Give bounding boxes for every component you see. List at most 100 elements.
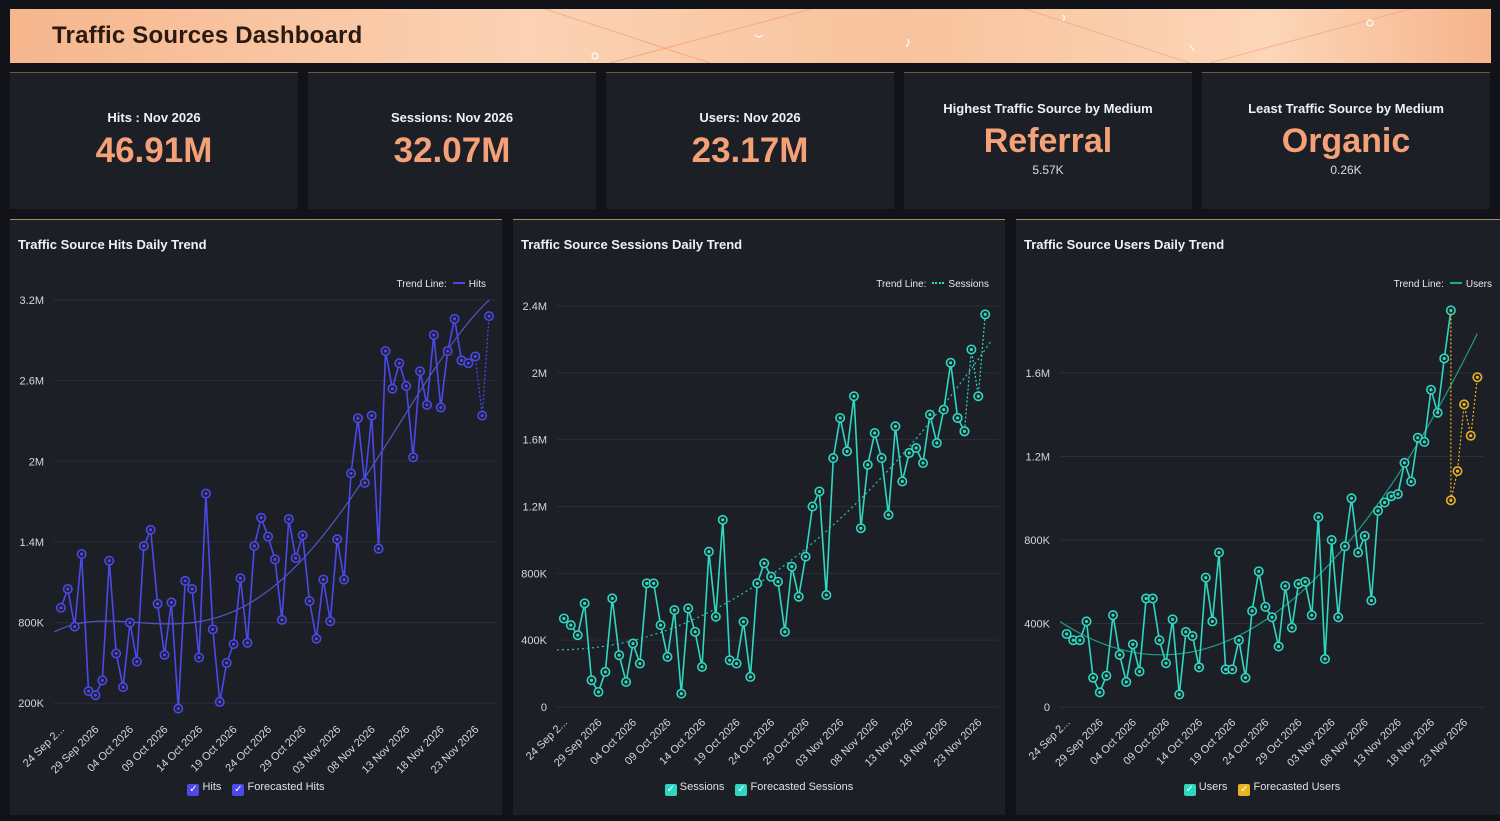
legend-item-forecasted-sessions[interactable]: ✓ Forecasted Sessions (735, 781, 853, 796)
trend-line-label: Trend Line: (1393, 279, 1444, 290)
data-point-center (983, 312, 987, 316)
checkbox-icon[interactable]: ✓ (1183, 784, 1196, 796)
data-point-center (155, 602, 160, 606)
data-point-center (135, 659, 139, 664)
data-point-center (1303, 580, 1307, 584)
data-point-center (1389, 494, 1393, 498)
data-point-center (873, 431, 877, 435)
data-point-center (879, 456, 884, 460)
data-point-center (363, 481, 367, 485)
data-point-center (845, 449, 849, 453)
data-point-center (921, 461, 925, 465)
data-point-center (686, 606, 690, 611)
data-point-center (1237, 638, 1241, 642)
y-tick-label: 1.6M (523, 435, 547, 447)
data-point-center (942, 407, 946, 412)
legend-label: Forecasted Hits (247, 781, 325, 793)
legend-item-sessions[interactable]: ✓ Sessions (664, 781, 724, 796)
data-point-center (1296, 582, 1301, 586)
data-point-center (252, 544, 256, 548)
data-point-center (1151, 596, 1155, 601)
data-point-center (356, 416, 360, 420)
data-point-center (1111, 613, 1115, 617)
data-point-center (1316, 515, 1320, 519)
data-point-center (432, 333, 436, 337)
data-point-center (1071, 638, 1075, 642)
y-tick-label: 1.6M (1026, 368, 1050, 380)
trend-line-legend[interactable]: Trend Line: Users (1394, 279, 1492, 290)
legend-item-forecasted-hits[interactable]: ✓ Forecasted Hits (232, 781, 325, 796)
data-point-center (886, 513, 891, 517)
trend-swatch-icon (932, 281, 945, 284)
data-point-center (790, 565, 794, 569)
data-point-center (741, 620, 746, 624)
data-point-center (176, 707, 180, 711)
checkbox-icon[interactable]: ✓ (735, 784, 748, 796)
y-tick-label: 400K (1024, 619, 1050, 631)
data-point-center (755, 581, 759, 585)
chart-title: Traffic Source Sessions Daily Trend (521, 237, 743, 252)
data-point-center (1343, 544, 1347, 548)
data-point-center (734, 661, 739, 666)
data-point-center (969, 347, 973, 352)
data-point-center (73, 625, 77, 629)
data-point-center (1416, 436, 1420, 440)
data-point-center (707, 550, 711, 554)
y-tick-label: 800K (18, 618, 44, 630)
hits-trend-panel: Traffic Source Hits Daily Trend Trend Li… (10, 219, 502, 815)
data-point-center (425, 403, 429, 407)
checkbox-icon[interactable]: ✓ (664, 784, 677, 796)
legend-item-users[interactable]: ✓ Users (1183, 781, 1227, 796)
kpi-card-least-source: Least Traffic Source by Medium Organic 0… (1202, 72, 1490, 209)
trend-swatch-icon (1449, 281, 1462, 284)
data-point-center (1084, 619, 1089, 624)
data-point-center (1171, 617, 1175, 621)
data-point-center (121, 685, 125, 689)
header-decoration (543, 9, 1411, 63)
legend-label: Forecasted Sessions (750, 781, 854, 793)
kpi-label: Highest Traffic Source by Medium (943, 101, 1153, 116)
checkbox-icon[interactable]: ✓ (187, 784, 200, 796)
data-point-center (1263, 605, 1267, 609)
data-point-center (576, 633, 580, 637)
kpi-card-users: Users: Nov 2026 23.17M (606, 72, 894, 209)
data-point-center (1442, 356, 1446, 361)
data-point-center (610, 596, 614, 600)
data-point-center (1224, 667, 1228, 672)
data-point-center (645, 581, 649, 585)
data-point-center (1283, 584, 1287, 588)
checkbox-icon[interactable]: ✓ (1238, 784, 1251, 796)
data-point-center (149, 528, 153, 532)
data-point-center (1197, 665, 1201, 669)
data-point-center (955, 416, 960, 420)
data-point-center (583, 601, 587, 606)
data-point-center (1118, 653, 1122, 657)
data-point-center (638, 661, 642, 666)
data-point-center (314, 637, 319, 641)
data-point-center (783, 630, 787, 634)
users-trend-panel: Traffic Source Users Daily Trend Trend L… (1016, 219, 1500, 815)
data-point-center (342, 577, 346, 582)
data-point-center (762, 561, 766, 565)
data-point-center (748, 675, 752, 679)
data-point-center (1475, 375, 1479, 379)
checkbox-icon[interactable]: ✓ (232, 784, 245, 796)
data-point-center (197, 655, 201, 660)
trend-line-legend[interactable]: Trend Line: Sessions (876, 279, 989, 290)
legend-item-forecasted-users[interactable]: ✓ Forecasted Users (1238, 781, 1340, 796)
data-point-center (658, 623, 663, 627)
trend-series-label: Hits (468, 279, 486, 290)
data-point-center (1409, 479, 1413, 484)
data-point-center (824, 593, 828, 597)
y-tick-label: 2M (532, 368, 547, 380)
data-point-center (211, 627, 215, 631)
kpi-card-hits: Hits : Nov 2026 46.91M (10, 72, 298, 209)
data-point-center (376, 547, 381, 551)
data-point-center (349, 471, 353, 475)
trend-line-legend[interactable]: Trend Line: Hits (397, 279, 486, 290)
legend-item-hits[interactable]: ✓ Hits (187, 781, 221, 796)
data-point-center (569, 623, 573, 627)
